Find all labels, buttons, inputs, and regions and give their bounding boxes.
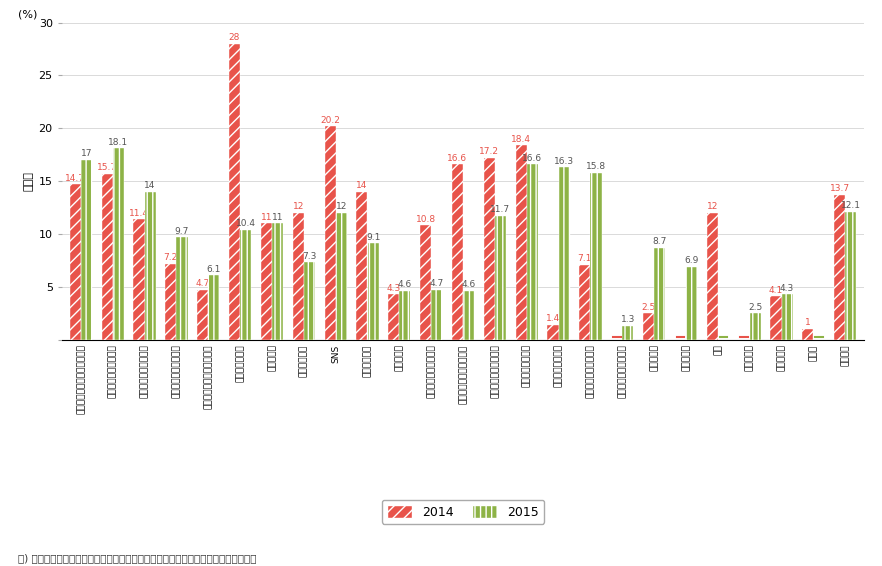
Text: 7.2: 7.2 [164,253,178,262]
Bar [516,145,527,340]
Bar [750,313,761,340]
Bar [495,216,506,340]
Text: 15.7: 15.7 [97,163,117,172]
Text: 6.1: 6.1 [206,264,221,273]
Text: 4.3: 4.3 [780,284,795,293]
Bar [197,290,208,340]
Text: 16.6: 16.6 [522,153,542,162]
Text: 4.6: 4.6 [461,280,475,289]
Bar [686,267,697,340]
Bar [781,294,793,340]
Text: 18.1: 18.1 [108,138,129,147]
Text: 20.2: 20.2 [320,115,340,125]
Text: 2.5: 2.5 [641,303,655,312]
Text: 8.7: 8.7 [653,237,667,246]
Bar [483,158,495,340]
Text: 11.4: 11.4 [129,208,149,217]
Text: 12: 12 [335,202,347,211]
Bar [845,212,856,340]
Bar [579,264,590,340]
Text: 9.7: 9.7 [175,226,189,235]
Text: 14: 14 [145,181,156,190]
Text: 16.3: 16.3 [554,157,574,166]
Text: 14.7: 14.7 [65,174,86,183]
Bar [548,325,558,340]
Bar [176,237,188,340]
Bar [101,174,113,340]
Text: 1.4: 1.4 [546,314,560,323]
Bar [81,160,92,340]
Text: 15.8: 15.8 [586,162,606,171]
Bar [368,243,378,340]
Text: 7.3: 7.3 [303,252,317,261]
Bar [431,290,443,340]
Text: 11: 11 [260,213,273,222]
Bar [770,296,781,340]
Text: 12: 12 [706,202,718,211]
Text: (%): (%) [18,10,37,19]
Bar [208,275,220,340]
Text: 1.3: 1.3 [621,315,635,324]
Text: 17: 17 [80,149,93,158]
Bar [165,264,176,340]
Y-axis label: 回答率: 回答率 [23,171,33,191]
Bar [70,185,81,340]
Bar [272,224,283,340]
Bar [229,44,240,340]
Bar [463,291,475,340]
Bar [336,213,347,340]
Text: 11.7: 11.7 [490,205,511,215]
Text: 9.1: 9.1 [366,233,380,242]
Text: 10.4: 10.4 [235,219,256,228]
Text: 14: 14 [356,181,368,190]
Text: 4.1: 4.1 [769,286,783,295]
Bar [527,164,538,340]
Bar [303,263,315,340]
Bar [590,173,602,340]
Bar [113,148,123,340]
Text: 16.6: 16.6 [447,153,467,162]
Text: 4.6: 4.6 [398,280,412,289]
Bar [240,230,251,340]
Text: 6.9: 6.9 [684,256,699,265]
Text: 18.4: 18.4 [512,135,531,144]
Bar [420,225,431,340]
Bar [623,326,633,340]
Text: 13.7: 13.7 [830,185,849,193]
Text: 12: 12 [293,202,304,211]
Bar [834,195,845,340]
Bar [133,219,145,340]
Bar [452,164,463,340]
Text: 12.1: 12.1 [841,201,861,210]
Text: 10.8: 10.8 [415,215,436,224]
Bar [356,192,368,340]
Text: 2.5: 2.5 [748,303,762,312]
Bar [145,192,156,340]
Bar [400,291,410,340]
Bar [803,329,813,340]
Text: 注) 値がー（バー）表示となっている箇所は、当該年の調査項目となっていないもの: 注) 値がー（バー）表示となっている箇所は、当該年の調査項目となっていないもの [18,553,256,563]
Bar [643,313,654,340]
Text: 11: 11 [272,213,283,222]
Text: 7.1: 7.1 [578,254,592,263]
Text: 28: 28 [228,33,240,42]
Text: 4.7: 4.7 [430,280,444,288]
Text: 1: 1 [805,319,811,328]
Bar [388,294,400,340]
Legend: 2014, 2015: 2014, 2015 [382,500,544,524]
Bar [654,248,665,340]
Bar [706,213,718,340]
Text: 4.7: 4.7 [196,280,210,288]
Text: 4.3: 4.3 [386,284,401,293]
Text: 17.2: 17.2 [479,147,499,156]
Bar [558,168,570,340]
Bar [261,224,272,340]
Bar [293,213,303,340]
Bar [325,126,336,340]
